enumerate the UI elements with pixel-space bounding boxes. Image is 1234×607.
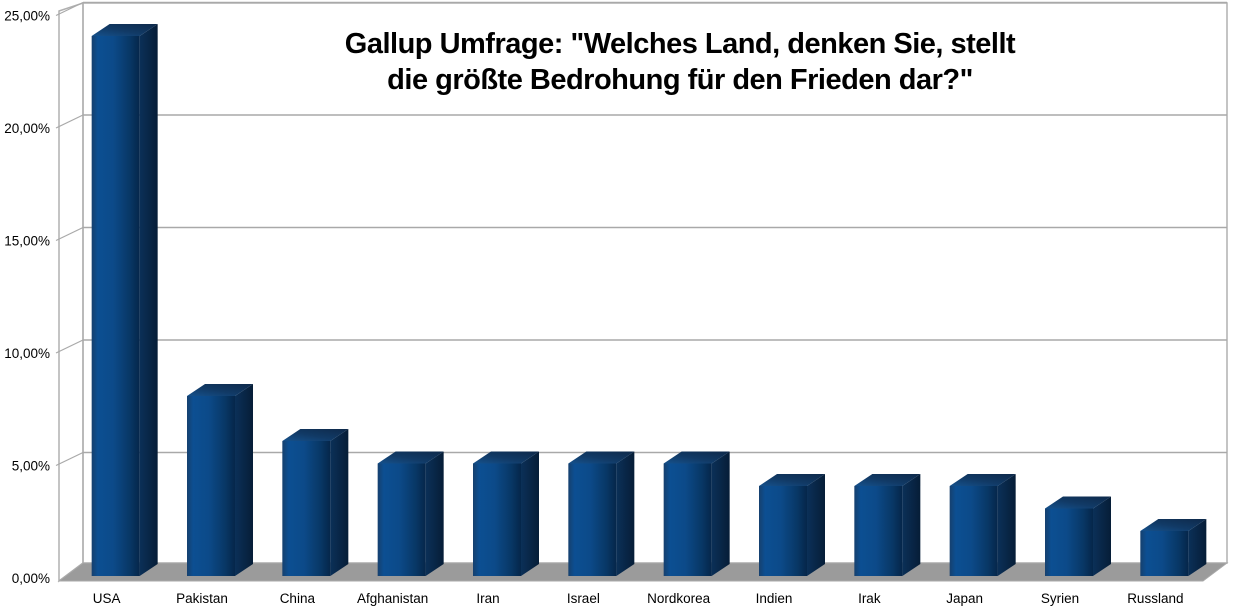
bar-front-face (1140, 531, 1189, 576)
bar-japan (949, 474, 1016, 576)
bar-front-face (473, 463, 521, 576)
bar-top-face (473, 451, 539, 464)
bar-top-face (568, 451, 635, 464)
x-category-label: Pakistan (176, 591, 228, 606)
bar-side-face (139, 24, 158, 576)
bar-top-face (759, 474, 825, 486)
bar-top-face (1140, 519, 1207, 531)
bar-front-face (759, 486, 807, 576)
x-category-label: Afghanistan (357, 591, 428, 606)
x-category-label: Japan (946, 591, 983, 606)
x-category-label: China (280, 591, 316, 606)
bar-side-face (425, 451, 444, 576)
bar-syrien (1045, 496, 1111, 576)
bar-top-face (854, 474, 921, 486)
chart-title-line-2: die größte Bedrohung für den Frieden dar… (387, 64, 973, 96)
y-tick-label: 15,00% (4, 234, 50, 249)
bar-irak (854, 474, 921, 576)
bar-top-face (282, 429, 349, 441)
bar-front-face (282, 441, 331, 576)
bar-side-face (521, 451, 539, 576)
bar-indien (759, 474, 825, 576)
bar-russland (1140, 519, 1207, 576)
bar-usa (91, 24, 158, 576)
bar-front-face (949, 486, 998, 576)
x-category-label: Irak (858, 591, 881, 606)
y-tick-label: 20,00% (4, 121, 50, 136)
x-category-label: Nordkorea (647, 591, 711, 606)
bar-top-face (91, 24, 158, 36)
bar-side-face (1093, 496, 1111, 576)
chart-title: Gallup Umfrage: "Welches Land, denken Si… (240, 26, 1120, 98)
x-category-label: Iran (476, 591, 499, 606)
chart-title-line-1: Gallup Umfrage: "Welches Land, denken Si… (344, 28, 1016, 60)
bar-side-face (330, 429, 349, 576)
bar-iran (473, 451, 539, 576)
gridline-tick (55, 1, 84, 17)
x-category-label: Syrien (1041, 591, 1079, 606)
bar-nordkorea (663, 451, 730, 576)
gridline-tick (55, 226, 84, 242)
left-wall (58, 1, 84, 583)
gridline-tick (55, 114, 84, 129)
bar-top-face (663, 451, 730, 464)
bar-afghanistan (377, 451, 444, 576)
bar-front-face (187, 396, 235, 576)
bar-front-face (568, 463, 617, 576)
y-tick-label: 25,00% (4, 9, 50, 24)
x-category-label: Indien (756, 591, 793, 606)
bar-top-face (949, 474, 1016, 486)
bar-side-face (1188, 519, 1207, 576)
y-tick-label: 5,00% (12, 459, 50, 474)
bar-israel (568, 451, 635, 576)
gridline-tick (55, 451, 84, 467)
x-category-label: Russland (1127, 591, 1183, 606)
y-tick-label: 0,00% (12, 571, 50, 586)
y-tick-label: 10,00% (4, 346, 50, 361)
bar-side-face (616, 451, 635, 576)
bar-side-face (711, 451, 730, 576)
bar-top-face (377, 451, 444, 464)
x-category-label: USA (93, 591, 121, 606)
gridline-tick (55, 339, 84, 354)
bar-front-face (854, 486, 903, 576)
bar-front-face (91, 36, 140, 576)
bar-front-face (377, 463, 426, 576)
bar-side-face (902, 474, 921, 576)
bar-top-face (187, 384, 253, 396)
bar-pakistan (187, 384, 253, 576)
chart-floor (57, 562, 1229, 582)
bar-front-face (1045, 508, 1093, 576)
bar-side-face (807, 474, 825, 576)
bar-side-face (997, 474, 1016, 576)
bar-side-face (235, 384, 253, 576)
bar-front-face (663, 463, 712, 576)
bar-china (282, 429, 349, 576)
bar-top-face (1045, 496, 1111, 509)
x-category-label: Israel (567, 591, 600, 606)
